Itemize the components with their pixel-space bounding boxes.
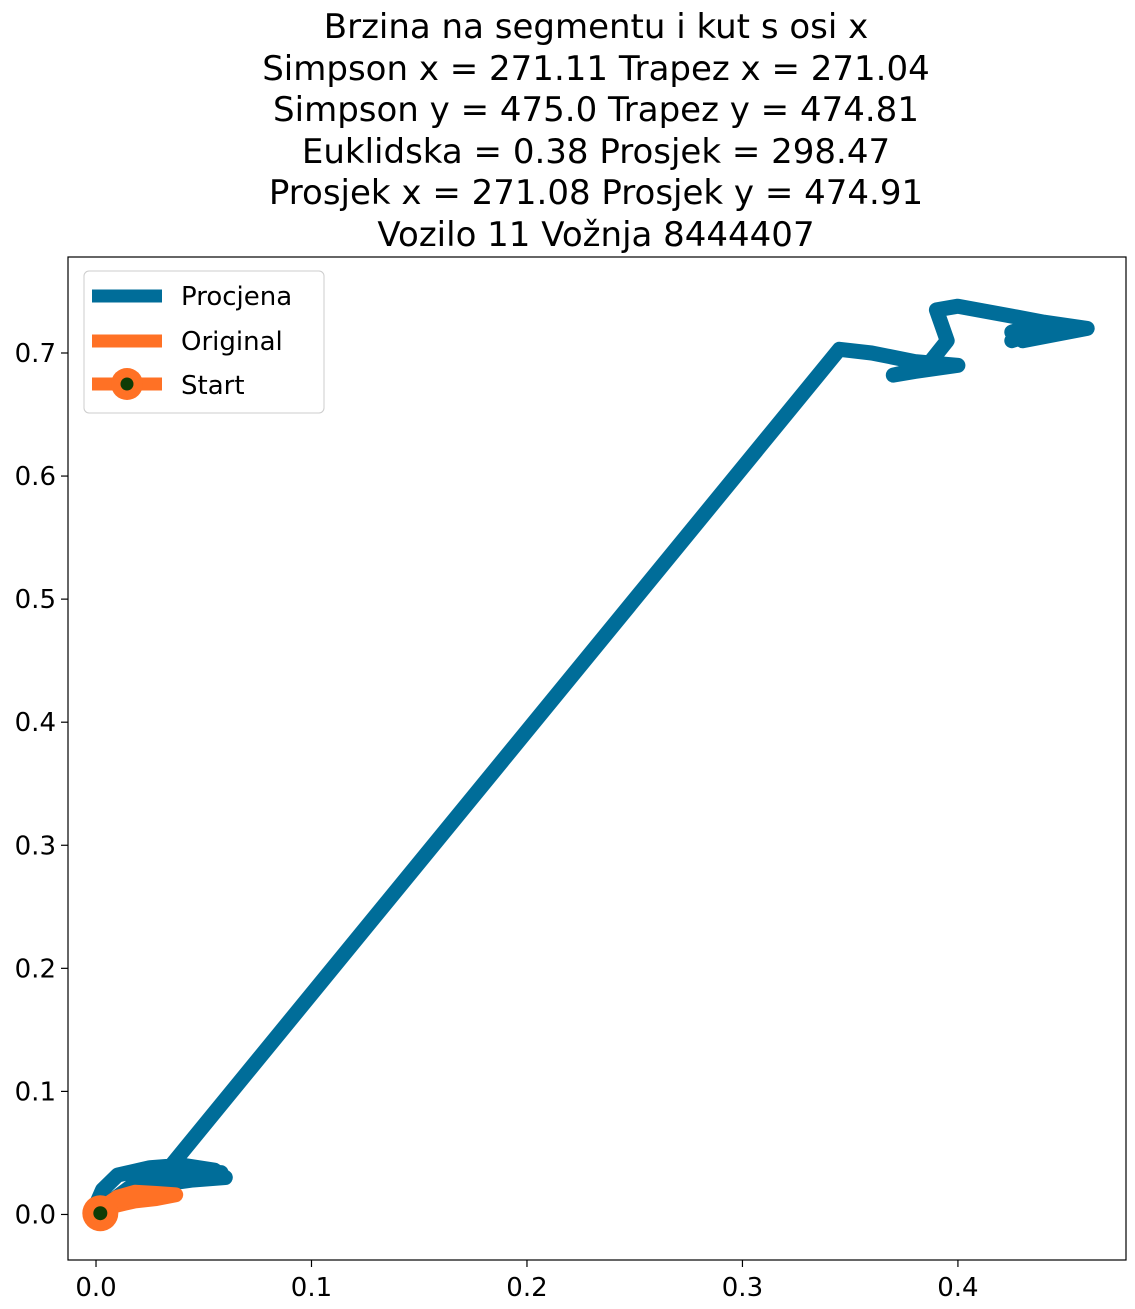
y-axis: 0.0 0.1 0.2 0.3 0.4 0.5 0.6 0.7	[15, 339, 68, 1230]
x-tick-label: 0.3	[722, 1273, 763, 1303]
x-axis: 0.0 0.1 0.2 0.3 0.4	[75, 1260, 979, 1303]
plot-area	[67, 256, 1127, 1261]
chart-title-line: Euklidska = 0.38 Prosjek = 298.47	[302, 132, 890, 172]
chart-title-line: Prosjek x = 271.08 Prosjek y = 474.91	[269, 173, 923, 213]
start-marker-center	[93, 1206, 108, 1221]
y-tick-label: 0.6	[15, 462, 56, 492]
chart-title-line: Brzina na segmentu i kut s osi x	[324, 7, 868, 47]
legend-label-procjena: Procjena	[181, 282, 292, 312]
y-tick-label: 0.4	[15, 708, 56, 738]
y-tick-label: 0.1	[15, 1077, 56, 1107]
x-tick-label: 0.2	[506, 1273, 547, 1303]
legend: Procjena Original Start	[83, 270, 325, 414]
x-tick-label: 0.0	[75, 1273, 116, 1303]
x-tick-label: 0.4	[937, 1273, 978, 1303]
y-tick-label: 0.7	[15, 339, 56, 369]
y-tick-label: 0.2	[15, 954, 56, 984]
legend-swatch-start-center	[120, 377, 134, 391]
chart-title-line: Simpson y = 475.0 Trapez y = 474.81	[273, 90, 919, 130]
legend-label-original: Original	[181, 327, 283, 357]
series-line-procjena	[84, 298, 1095, 1222]
legend-label-start: Start	[181, 371, 245, 401]
y-tick-label: 0.0	[15, 1200, 56, 1230]
chart-title-line: Simpson x = 271.11 Trapez x = 271.04	[262, 49, 930, 89]
y-tick-label: 0.5	[15, 585, 56, 615]
plot-frame	[67, 256, 1127, 1261]
chart-title-line: Vozilo 11 Vožnja 8444407	[377, 215, 814, 255]
x-tick-label: 0.1	[291, 1273, 332, 1303]
series-layer	[82, 298, 1095, 1232]
chart-title: Brzina na segmentu i kut s osi x Simpson…	[262, 7, 930, 255]
y-tick-label: 0.3	[15, 831, 56, 861]
